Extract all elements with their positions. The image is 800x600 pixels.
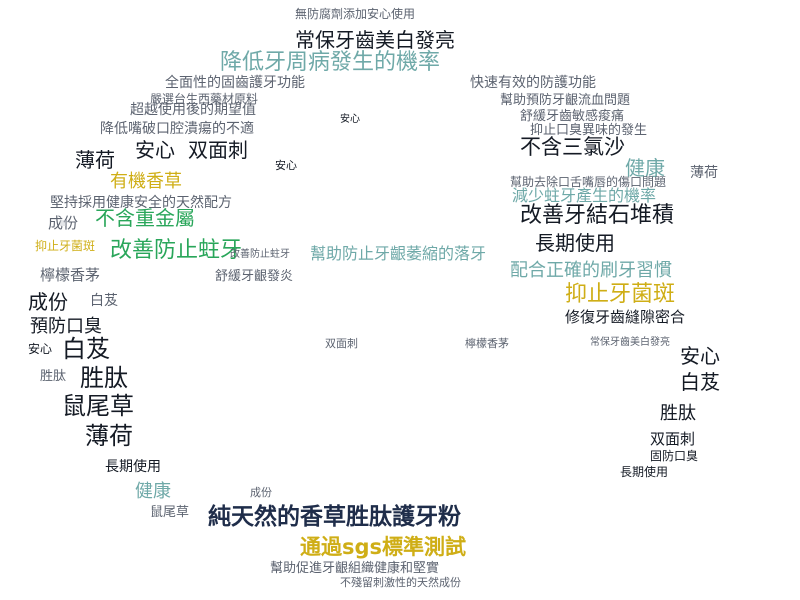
- word: 減少蛀牙產生的機率: [512, 186, 657, 205]
- word: 安心: [135, 138, 175, 162]
- word: 成份: [28, 290, 68, 314]
- word: 無防腐劑添加安心使用: [295, 7, 416, 21]
- word: 薄荷: [75, 148, 115, 172]
- word: 安心: [28, 342, 53, 356]
- word: 抑止牙菌斑: [565, 282, 676, 307]
- word: 健康: [625, 156, 665, 180]
- word: 幫助去除口舌嘴唇的傷口問題: [510, 175, 667, 189]
- word: 長期使用: [620, 465, 669, 479]
- word: 舒緩牙齦發炎: [215, 269, 294, 284]
- word: 長期使用: [105, 459, 161, 475]
- word: 白芨: [680, 370, 720, 394]
- word: 胜肽: [660, 403, 696, 424]
- word: 改善牙結石堆積: [520, 203, 675, 228]
- word: 檸檬香茅: [40, 266, 101, 284]
- word: 鼠尾草: [150, 505, 190, 520]
- word: 薄荷: [85, 422, 133, 450]
- word: 白芨: [90, 293, 118, 309]
- word: 改善防止蛀牙: [230, 249, 290, 260]
- word: 胜肽: [40, 369, 67, 384]
- word: 配合正確的刷牙習慣: [510, 260, 672, 281]
- word: 常保牙齒美白發亮: [590, 337, 670, 348]
- word: 長期使用: [535, 231, 615, 255]
- word: 純天然的香草胜肽護牙粉: [208, 504, 461, 530]
- word: 健康: [135, 481, 171, 502]
- word: 抑止牙菌斑: [35, 239, 96, 253]
- word: 胜肽: [80, 364, 128, 392]
- word: 安心: [275, 159, 297, 172]
- word: 全面性的固齒護牙功能: [165, 75, 305, 91]
- word: 檸檬香茅: [465, 337, 509, 350]
- word: 堅持採用健康安全的天然配方: [50, 195, 232, 211]
- word: 快速有效的防護功能: [470, 75, 596, 91]
- word: 舒緩牙齒敏感痠痛: [520, 109, 625, 124]
- word: 安心: [680, 344, 720, 368]
- word: 修復牙齒縫隙密合: [565, 308, 686, 326]
- word: 安心: [340, 114, 360, 125]
- word: 双面刺: [650, 430, 696, 448]
- word: 幫助防止牙齦萎縮的落牙: [310, 244, 487, 263]
- word: 成份: [250, 486, 272, 499]
- word: 双面刺: [325, 337, 358, 350]
- word: 改善防止蛀牙: [110, 238, 243, 263]
- word: 通過sgs標準測試: [300, 535, 467, 559]
- word: 超越使用後的期望值: [130, 102, 256, 118]
- word: 不含重金屬: [95, 206, 195, 230]
- word: 降低牙周病發生的機率: [220, 50, 441, 75]
- word: 常保牙齒美白發亮: [295, 28, 455, 52]
- word: 幫助促進牙齦組織健康和堅實: [270, 561, 440, 576]
- word: 成份: [48, 214, 79, 232]
- word: 抑止口臭異味的發生: [530, 123, 648, 138]
- word: 白芨: [62, 335, 110, 363]
- word: 薄荷: [690, 165, 718, 181]
- word: 嚴選台生西藥材原料: [150, 92, 259, 106]
- word: 有機香草: [110, 171, 182, 192]
- word: 幫助預防牙齦流血問題: [500, 93, 631, 108]
- word: 不含三氯沙: [520, 135, 625, 159]
- word: 鼠尾草: [62, 392, 134, 420]
- word: 降低嘴破口腔潰瘍的不適: [100, 121, 254, 137]
- word: 双面刺: [188, 138, 248, 162]
- word: 不殘留刺激性的天然成份: [340, 576, 461, 589]
- word: 預防口臭: [30, 316, 102, 337]
- word: 固防口臭: [650, 449, 699, 463]
